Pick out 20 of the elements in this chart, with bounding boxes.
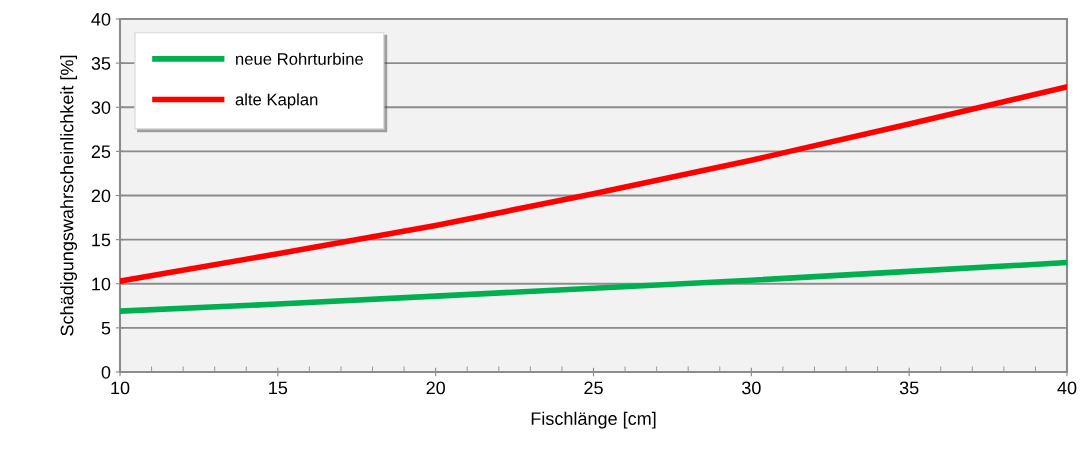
- y-axis-title: Schädigungswahrscheinlichkeit [%]: [60, 55, 77, 336]
- x-tick-label: 25: [584, 381, 603, 395]
- x-tick-label: 40: [1057, 381, 1077, 395]
- x-tick-label: 10: [111, 381, 130, 395]
- y-tick-label: 0: [101, 365, 111, 379]
- y-tick-label: 40: [91, 12, 111, 26]
- legend-label: neue Rohrturbine: [236, 52, 364, 65]
- x-axis-title: Fischlänge [cm]: [531, 411, 656, 429]
- legend-label: alte Kaplan: [235, 93, 318, 109]
- y-tick-label: 15: [92, 233, 111, 247]
- y-tick-label: 5: [101, 322, 111, 335]
- x-tick-label: 30: [741, 381, 761, 395]
- x-tick-label: 20: [426, 381, 445, 395]
- x-tick-label: 15: [269, 381, 288, 395]
- y-tick-label: 10: [92, 277, 111, 291]
- y-tick-label: 25: [91, 145, 111, 159]
- x-tick-label: 35: [899, 381, 919, 395]
- y-tick-label: 20: [91, 189, 111, 203]
- y-tick-label: 35: [91, 57, 111, 70]
- y-tick-label: 30: [91, 101, 111, 114]
